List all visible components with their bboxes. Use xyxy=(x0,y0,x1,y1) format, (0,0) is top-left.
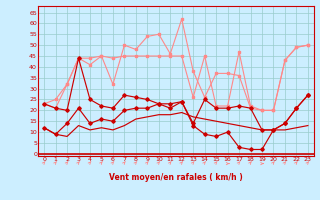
X-axis label: Vent moyen/en rafales ( km/h ): Vent moyen/en rafales ( km/h ) xyxy=(109,174,243,182)
